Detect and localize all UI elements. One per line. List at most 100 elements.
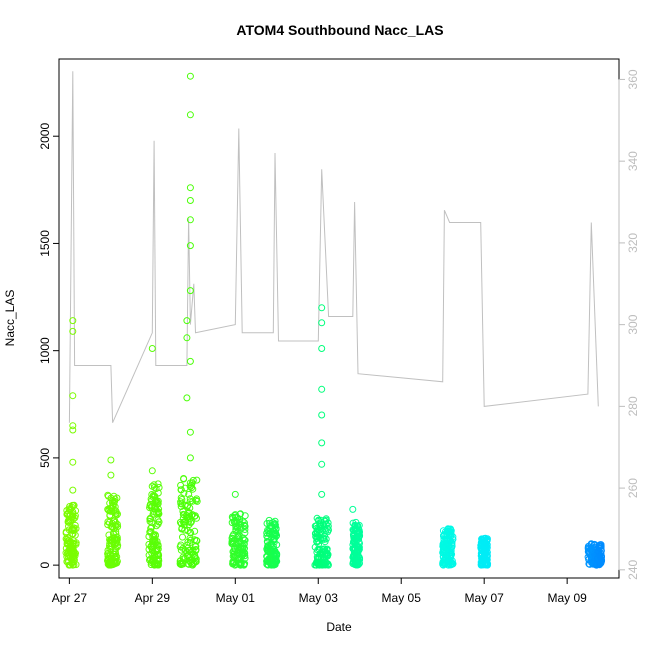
data-point [152, 485, 160, 493]
data-point [69, 486, 77, 494]
data-point [241, 519, 248, 527]
data-point [183, 552, 191, 560]
data-point [350, 549, 358, 557]
data-point [186, 428, 194, 436]
data-point [69, 537, 77, 545]
data-point [68, 530, 76, 538]
data-point [62, 528, 70, 536]
y-tick-label: 0 [38, 561, 52, 568]
data-point [317, 529, 325, 537]
data-point [66, 546, 74, 554]
data-point [241, 522, 249, 530]
data-point [352, 518, 360, 526]
x-tick-label: May 05 [382, 591, 422, 605]
data-point [440, 554, 447, 562]
data-point [350, 529, 358, 537]
data-point [265, 516, 273, 524]
data-point [186, 483, 194, 491]
data-point [448, 550, 456, 558]
data-point [446, 526, 454, 533]
data-point [186, 197, 194, 204]
scatter-points [62, 72, 606, 569]
data-point [183, 394, 191, 402]
data-point [110, 550, 118, 558]
data-point [481, 545, 489, 553]
data-point [317, 550, 325, 558]
series-line-0 [68, 71, 599, 423]
data-point [191, 527, 199, 535]
data-point [153, 522, 160, 530]
data-point [183, 317, 191, 325]
data-point [146, 528, 154, 536]
data-point [589, 556, 597, 564]
data-point [324, 519, 332, 527]
data-point [241, 522, 248, 530]
data-point [113, 511, 121, 519]
data-point [192, 555, 200, 563]
x-tick-label: May 07 [465, 591, 505, 605]
data-point [66, 543, 74, 550]
data-point [230, 553, 238, 561]
data-point [584, 553, 592, 561]
data-point [239, 550, 247, 558]
data-point [69, 510, 77, 518]
x-tick-label: Apr 27 [52, 591, 88, 605]
data-point [321, 525, 329, 533]
data-point [181, 526, 189, 534]
data-point [230, 537, 238, 545]
data-point [146, 517, 154, 525]
data-point [232, 545, 239, 553]
data-point [235, 554, 243, 562]
data-point [235, 532, 243, 540]
data-point [189, 511, 196, 519]
data-point [111, 521, 119, 529]
data-point [110, 517, 118, 525]
data-point [149, 510, 157, 518]
data-point [148, 497, 156, 505]
data-point [265, 554, 273, 562]
data-point [235, 518, 243, 526]
y2-tick-label: 280 [626, 396, 640, 416]
x-tick-label: May 09 [547, 591, 587, 605]
data-point [186, 72, 194, 80]
data-point [313, 548, 321, 556]
data-point [237, 510, 244, 518]
data-point [271, 547, 279, 555]
data-point [188, 479, 196, 487]
data-point [152, 541, 160, 549]
data-point [191, 543, 199, 551]
data-point [185, 490, 193, 498]
data-point [596, 541, 604, 549]
data-point [113, 533, 121, 541]
data-point [237, 561, 244, 569]
data-point [241, 529, 249, 537]
data-point [64, 510, 72, 517]
data-point [186, 539, 194, 547]
data-point [350, 559, 357, 567]
data-point [311, 522, 319, 530]
data-point [321, 551, 329, 559]
plot-frame [58, 58, 620, 579]
data-point [186, 242, 194, 250]
data-point [236, 515, 244, 523]
data-point [145, 533, 153, 540]
data-point [316, 550, 324, 558]
data-point [148, 345, 156, 352]
y-axis: 0 500 1000 1500 2000 [38, 123, 60, 568]
data-point [180, 475, 188, 482]
data-point [273, 552, 281, 560]
y2-axis: 240 260 280 300 320 340 360 [618, 69, 640, 580]
data-point [312, 529, 320, 537]
data-point [113, 543, 121, 551]
data-point [189, 497, 197, 505]
data-point [181, 484, 189, 492]
data-point [318, 490, 326, 498]
data-point [177, 494, 185, 502]
data-point [106, 542, 113, 550]
data-point [584, 548, 592, 556]
data-point [148, 519, 156, 526]
data-point [148, 504, 155, 511]
data-point [193, 476, 201, 484]
data-point [264, 544, 271, 552]
data-point [69, 502, 77, 510]
